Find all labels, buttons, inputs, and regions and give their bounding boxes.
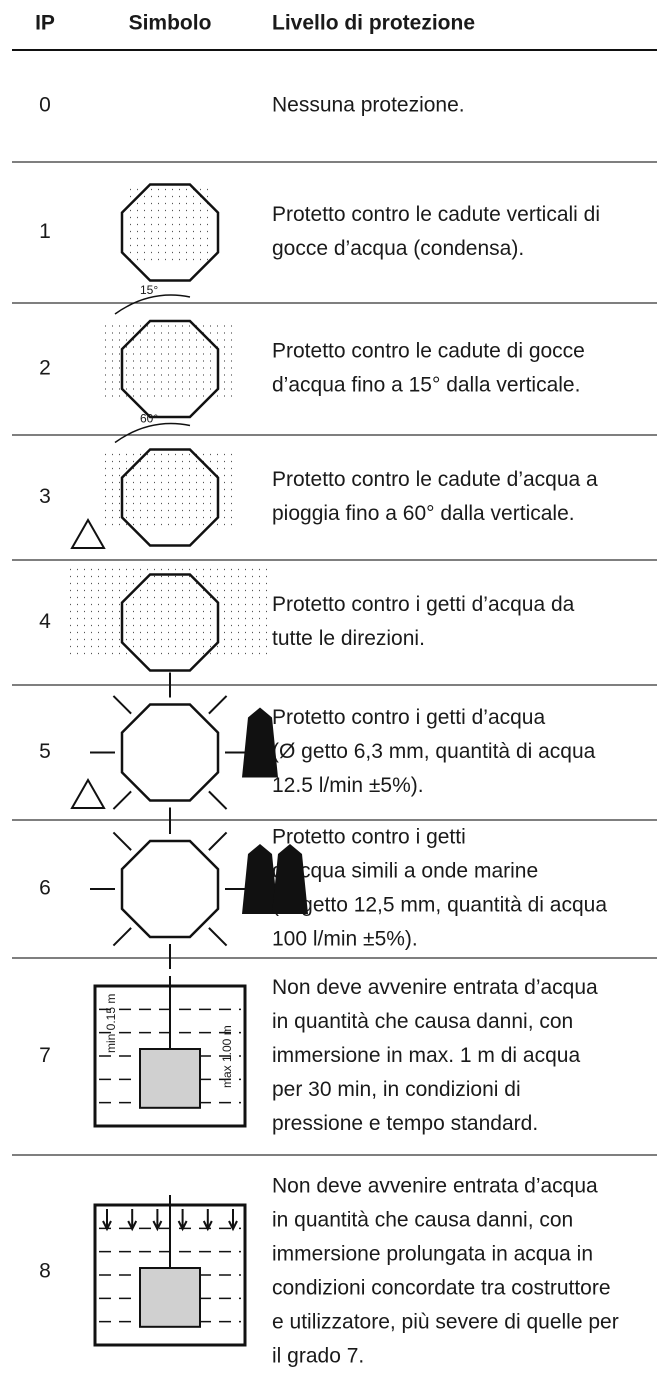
octagon-symbol	[120, 319, 220, 419]
immersed-object	[139, 1048, 201, 1109]
description-line: 100 l/min ±5%).	[272, 928, 418, 951]
description-line: tutte le direzioni.	[272, 627, 425, 650]
person-figure	[272, 844, 308, 914]
ip-code: 2	[39, 357, 51, 380]
ip-code: 6	[39, 877, 51, 900]
angle-arc	[114, 294, 191, 315]
description-line: Protetto contro i getti d’acqua	[272, 706, 545, 729]
jet-ray	[208, 927, 228, 947]
description-line: gocce d’acqua (condensa).	[272, 237, 524, 260]
immersed-object	[139, 1267, 201, 1328]
person-figure	[242, 844, 278, 914]
rain-dots	[130, 188, 208, 261]
pressure-arrow	[127, 1209, 138, 1232]
description-line: pressione e tempo standard.	[272, 1112, 538, 1135]
pressure-arrow	[228, 1209, 238, 1232]
angle-arc	[114, 422, 191, 444]
rain-dots	[105, 453, 232, 526]
description-line: Non deve avvenire entrata d’acqua	[272, 976, 598, 999]
ip-code: 5	[39, 740, 51, 763]
octagon-symbol	[120, 839, 220, 939]
description-line: per 30 min, in condizioni di	[272, 1078, 521, 1101]
rain-dots	[105, 325, 232, 397]
description-line: Protetto contro le cadute verticali di	[272, 203, 600, 226]
person-figure	[242, 707, 278, 778]
ip-code: 0	[39, 94, 51, 117]
octagon-symbol	[120, 703, 220, 802]
octagon-symbol	[120, 448, 220, 547]
jet-ray	[112, 831, 132, 851]
rain-dots	[70, 568, 267, 655]
pressure-arrow	[202, 1209, 213, 1232]
description-line: d’acqua fino a 15° dalla verticale.	[272, 374, 580, 397]
header-ip: IP	[35, 12, 55, 35]
description-line: condizioni concordate tra costruttore	[272, 1277, 611, 1300]
angle-label: 15°	[140, 283, 158, 297]
octagon-symbol	[120, 183, 220, 282]
ip-code: 4	[39, 610, 51, 633]
description-line: (Ø getto 12,5 mm, quantità di acqua	[272, 894, 607, 917]
description-line: Protetto contro i getti	[272, 826, 466, 849]
ip-code: 1	[39, 220, 51, 243]
jet-ray	[112, 927, 132, 947]
jet-ray	[208, 831, 228, 851]
description-line: e utilizzatore, più severe di quelle per	[272, 1311, 619, 1334]
description-line: pioggia fino a 60° dalla verticale.	[272, 502, 575, 525]
description-line: 12.5 l/min ±5%).	[272, 774, 424, 797]
description-line: Nessuna protezione.	[272, 94, 465, 117]
description-line: immersione in max. 1 m di acqua	[272, 1044, 580, 1067]
jet-ray	[112, 790, 132, 810]
description-line: in quantità che causa danni, con	[272, 1010, 573, 1033]
description-line: immersione prolungata in acqua in	[272, 1243, 593, 1266]
octagon-symbol	[120, 573, 220, 672]
header-symbol: Simbolo	[129, 12, 212, 35]
description-line: Protetto contro i getti d’acqua da	[272, 593, 575, 616]
pressure-arrow	[177, 1209, 188, 1232]
description-line: in quantità che causa danni, con	[272, 1209, 573, 1232]
jet-ray	[208, 790, 228, 810]
pressure-arrow	[152, 1209, 163, 1232]
pressure-arrow	[102, 1209, 112, 1232]
angle-label: 60°	[140, 412, 158, 426]
description-line: Protetto contro le cadute di gocce	[272, 340, 585, 363]
description-line: Non deve avvenire entrata d’acqua	[272, 1175, 598, 1198]
jet-ray	[208, 695, 228, 715]
description-line: il grado 7.	[272, 1345, 364, 1368]
description-line: Protetto contro le cadute d’acqua a	[272, 468, 598, 491]
depth-label: min 0.15 m	[104, 994, 118, 1053]
depth-label: max 1.00 m	[220, 1025, 234, 1088]
ip-code: 8	[39, 1260, 51, 1283]
ip-code: 7	[39, 1044, 51, 1067]
warning-sign	[70, 517, 106, 549]
header-level: Livello di protezione	[272, 12, 475, 35]
description-line: d’acqua simili a onde marine	[272, 860, 538, 883]
jet-ray	[112, 695, 132, 715]
description-line: (Ø getto 6,3 mm, quantità di acqua	[272, 740, 596, 763]
warning-sign	[70, 777, 106, 809]
ip-code: 3	[39, 485, 51, 508]
